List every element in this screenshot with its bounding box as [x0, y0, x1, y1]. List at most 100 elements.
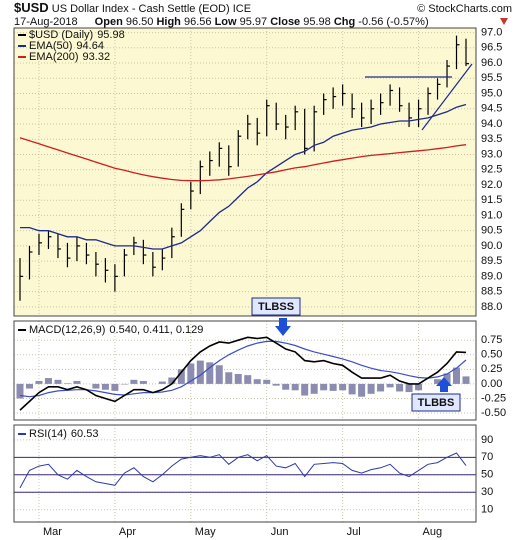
histogram-bar [25, 383, 33, 389]
histogram-bar [35, 380, 43, 384]
histogram-bar [54, 379, 62, 384]
histogram-bar [92, 383, 100, 389]
histogram-bar [196, 360, 204, 384]
y-tick-label: 70 [481, 451, 493, 463]
panel-background [14, 28, 476, 316]
y-tick-label: 30 [481, 486, 493, 498]
trend-line [421, 63, 473, 131]
histogram-bar [367, 383, 375, 394]
annotation-arrow [436, 377, 452, 392]
histogram-bar [187, 363, 195, 384]
x-tick-label: May [195, 526, 216, 538]
histogram-bar [253, 379, 261, 384]
y-tick-label: 93.0 [481, 148, 502, 160]
legend-name: MACD(12,26,9) [29, 324, 105, 336]
panels: 88.0 88.5 89.0 89.5 90.0 90.5 91.0 91.5 92.0 92.5… [13, 26, 506, 538]
histogram-bar [225, 372, 233, 384]
legend-value: 60.53 [71, 428, 99, 440]
panel-background [14, 425, 476, 522]
y-tick-label: 0.75 [481, 334, 502, 346]
histogram-bar [101, 383, 109, 390]
panel-border [13, 320, 477, 421]
quote-label: Open [95, 16, 123, 28]
x-tick-label: Jul [347, 526, 361, 538]
y-tick-label: 88.5 [481, 286, 502, 298]
y-tick-label: 94.0 [481, 118, 502, 130]
histogram-bar [73, 380, 81, 384]
histogram-bar [339, 383, 347, 391]
histogram-bar [405, 383, 413, 393]
y-tick-label: 92.5 [481, 164, 502, 176]
legend-value: 0.540, 0.411, 0.129 [109, 324, 203, 336]
histogram-bar [63, 383, 71, 384]
y-tick-label: 0.50 [481, 349, 502, 361]
quote-value: 96.50 [126, 16, 154, 28]
histogram-bar [16, 383, 24, 399]
x-tick-label: Jun [271, 526, 289, 538]
histogram-bar [139, 380, 147, 384]
quote-value: -0.56 (-0.57%) [358, 16, 428, 28]
y-tick-label: 92.0 [481, 179, 502, 191]
legend-name: EMA(50) [29, 40, 72, 52]
x-tick-label: Aug [423, 526, 443, 538]
annotation: TLBBS [418, 397, 455, 409]
y-tick-label: 0.00 [481, 378, 502, 390]
y-tick-label: 95.5 [481, 72, 502, 84]
histogram-bar [320, 383, 328, 391]
credit: © StockCharts.com [417, 3, 512, 15]
histogram-bar [291, 383, 299, 391]
quote-label: Low [215, 16, 237, 28]
histogram-bar [244, 375, 252, 384]
histogram-bar [168, 377, 176, 384]
histogram-bar [177, 369, 185, 384]
histogram-bar [215, 365, 223, 384]
histogram-bar [434, 379, 442, 384]
y-tick-label: 89.5 [481, 255, 502, 267]
quote-label: Close [270, 16, 300, 28]
histogram-bar [272, 383, 280, 386]
legend-name: $USD (Daily) [29, 29, 93, 41]
y-tick-label: 96.5 [481, 42, 502, 54]
legend-entry: $USD (Daily) 95.98 [29, 29, 125, 41]
y-tick-label: 10 [481, 504, 493, 516]
y-tick-label: -0.50 [481, 407, 506, 419]
rsi-line [19, 452, 467, 489]
y-tick-label: 91.5 [481, 194, 502, 206]
legend-value: 94.64 [76, 40, 104, 52]
legend-entry: EMA(50) 94.64 [29, 40, 104, 52]
y-tick-label: 0.25 [481, 363, 502, 375]
y-tick-label: 88.0 [481, 301, 502, 313]
histogram-bar [377, 383, 385, 392]
histogram-bar [329, 383, 337, 391]
y-tick-label: 91.0 [481, 209, 502, 221]
quote-label: High [156, 16, 181, 28]
histogram-bar [301, 383, 309, 396]
y-tick-label: 94.5 [481, 103, 502, 115]
histogram-bar [234, 373, 242, 384]
legend-value: 93.32 [83, 51, 111, 63]
y-tick-label: 89.0 [481, 270, 502, 282]
y-tick-label: 96.0 [481, 57, 502, 69]
y-tick-label: 95.0 [481, 87, 502, 99]
ema-line [19, 137, 467, 182]
histogram-bar [443, 373, 451, 384]
legend-name: EMA(200) [29, 51, 79, 63]
histogram-bar [386, 383, 394, 388]
annotation-arrow [275, 318, 291, 336]
y-tick-label: -0.25 [481, 392, 506, 404]
panel-border [13, 27, 477, 317]
histogram-bar [120, 383, 128, 385]
histogram-bar [282, 383, 290, 390]
y-tick-label: 90 [481, 434, 493, 446]
panel-border [13, 424, 477, 523]
date: 17-Aug-2018 [14, 16, 78, 28]
legend-entry: EMA(200) 93.32 [29, 51, 110, 63]
quote-value: 95.97 [240, 16, 268, 28]
index-name: US Dollar Index - Cash Settle (EOD) ICE [52, 3, 251, 15]
y-tick-label: 93.5 [481, 133, 502, 145]
header-line: $USD US Dollar Index - Cash Settle (EOD)… [14, 0, 251, 15]
histogram-bar [453, 367, 461, 384]
histogram-bar [348, 383, 356, 395]
